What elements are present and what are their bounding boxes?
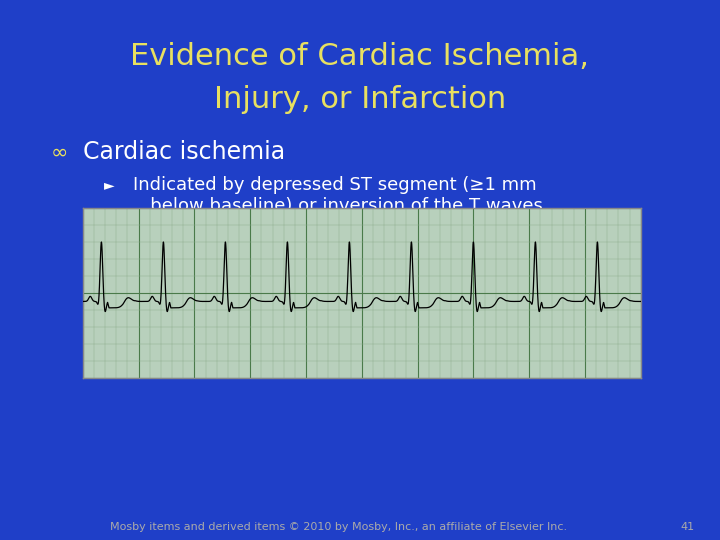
Text: 41: 41 (680, 522, 695, 531)
Text: Evidence of Cardiac Ischemia,: Evidence of Cardiac Ischemia, (130, 42, 590, 71)
Text: Injury is potentially reversible at this point: Injury is potentially reversible at this… (133, 219, 516, 237)
Text: ∞: ∞ (50, 142, 68, 163)
Text: Injury, or Infarction: Injury, or Infarction (214, 85, 506, 114)
Text: Mosby items and derived items © 2010 by Mosby, Inc., an affiliate of Elsevier In: Mosby items and derived items © 2010 by … (110, 522, 567, 531)
Text: Indicated by depressed ST segment (≥1 mm: Indicated by depressed ST segment (≥1 mm (133, 176, 537, 194)
Text: Cardiac ischemia: Cardiac ischemia (83, 140, 285, 164)
Text: below baseline) or inversion of the T waves: below baseline) or inversion of the T wa… (133, 197, 543, 215)
Text: ►: ► (104, 178, 115, 192)
Text: ►: ► (104, 221, 115, 235)
